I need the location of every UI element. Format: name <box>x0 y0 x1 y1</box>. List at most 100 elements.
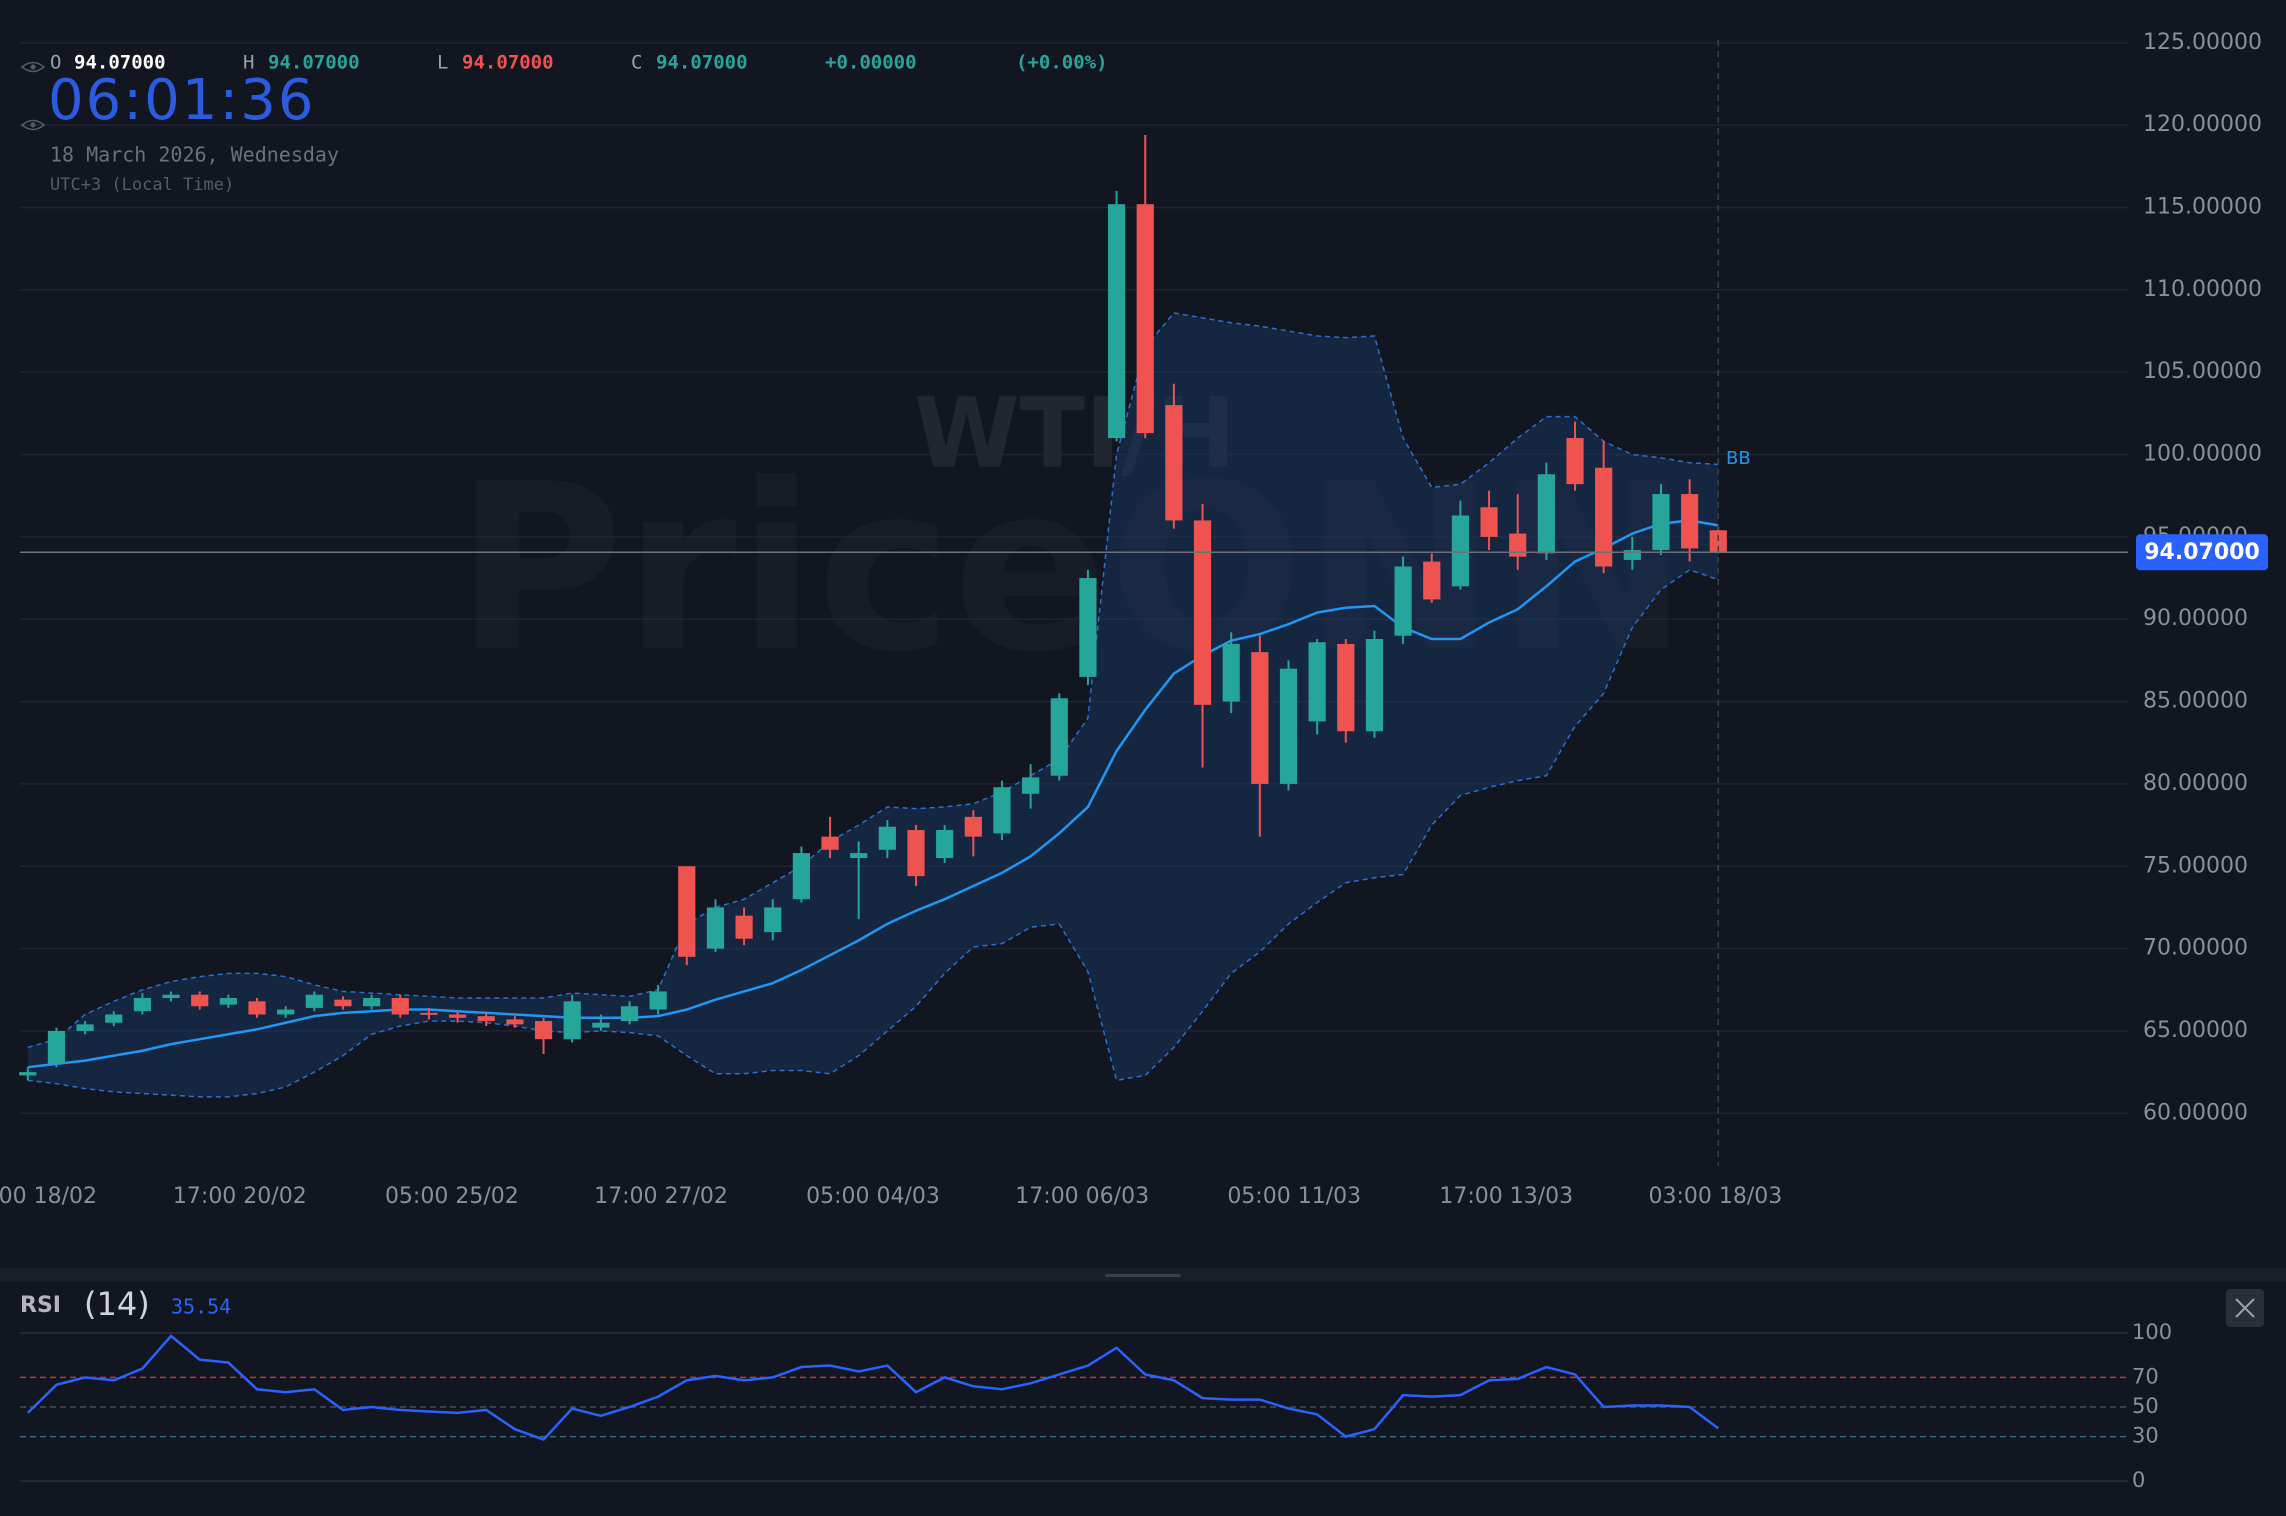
eye-icon <box>20 119 46 131</box>
ohlc-key: L <box>437 52 448 74</box>
candle-body <box>1079 578 1097 677</box>
candle-body <box>592 1022 610 1028</box>
candle-body <box>391 998 409 1015</box>
candle-body <box>792 853 810 900</box>
change-pct: (+0.00%) <box>1016 52 1108 74</box>
last-price-label: 94.07000 <box>2144 540 2260 565</box>
candle-body <box>764 907 782 933</box>
candle-body <box>964 816 982 837</box>
candle-body <box>678 866 696 957</box>
candle-body <box>1709 530 1727 553</box>
candle-body <box>821 836 839 850</box>
candle-body <box>534 1021 553 1040</box>
candle-body <box>620 1006 639 1022</box>
y-tick-label: 100.00000 <box>2143 442 2262 467</box>
change: +0.00000 <box>825 52 917 74</box>
y-tick-label: 65.00000 <box>2143 1018 2248 1043</box>
candle-body <box>1022 777 1040 794</box>
ohlc-value: 94.07000 <box>74 52 166 74</box>
x-tick-label: 05:00 25/02 <box>385 1184 519 1209</box>
ohlc-key: O <box>50 52 61 74</box>
candle-body <box>1222 643 1240 702</box>
candle-body <box>1537 474 1555 554</box>
candle-body <box>1193 520 1212 705</box>
candle-body <box>1566 438 1584 485</box>
x-tick-label: 03:00 18/03 <box>1649 1184 1783 1209</box>
y-tick-label: 85.00000 <box>2143 689 2248 714</box>
eye-icon <box>20 61 46 73</box>
candle-body <box>162 994 180 999</box>
candle-body <box>706 907 725 949</box>
y-tick-label: 120.00000 <box>2143 112 2262 137</box>
candle-body <box>420 1012 438 1015</box>
candle-body <box>1595 467 1613 567</box>
y-tick-label: 70.00000 <box>2143 936 2248 961</box>
candle-body <box>334 999 352 1007</box>
ohlc-key: C <box>631 52 642 74</box>
y-tick-label: 60.00000 <box>2143 1100 2248 1125</box>
candle-body <box>305 994 323 1008</box>
last-price-tag <box>2136 534 2268 571</box>
close-button[interactable] <box>2226 1289 2264 1327</box>
candle-body <box>1251 652 1269 784</box>
candle-body <box>219 998 237 1005</box>
candle-body <box>506 1019 524 1025</box>
eye-pupil <box>30 122 36 128</box>
candle-body <box>878 826 896 850</box>
band-line <box>27 312 1719 1049</box>
x-tick-label: 05:00 11/03 <box>1227 1184 1361 1209</box>
eye-pupil <box>30 64 36 70</box>
candle-body <box>248 1001 266 1015</box>
indicator-label: BB <box>1726 448 1751 469</box>
eye-icons <box>20 61 46 131</box>
candle-body <box>850 853 868 859</box>
candle-body <box>1509 533 1527 557</box>
x-tick-label: 17:00 06/03 <box>1015 1184 1149 1209</box>
candle-body <box>363 998 381 1007</box>
band-line <box>27 568 1719 1098</box>
main-pane: 125.00000 120.00000 115.00000 110.00000 105.… <box>0 30 2268 1209</box>
band-fill <box>27 312 1719 1097</box>
y-tick-label: 75.00000 <box>2143 853 2248 878</box>
rsi-tick-label: 0 <box>2132 1468 2145 1492</box>
candle-body <box>1480 507 1498 537</box>
x-tick-label: 05:00 04/03 <box>806 1184 940 1209</box>
x-tick-label: 17:00 13/03 <box>1439 1184 1573 1209</box>
candle-body <box>1623 550 1641 560</box>
y-tick-label: 125.00000 <box>2143 30 2262 55</box>
candle-body <box>76 1024 94 1031</box>
candle-body <box>191 994 209 1007</box>
close-icon[interactable] <box>2235 1298 2255 1318</box>
y-tick-label: 115.00000 <box>2143 195 2262 220</box>
ohlc-value: 94.07000 <box>656 52 748 74</box>
candle-body <box>1681 494 1699 549</box>
candle-body <box>563 1001 581 1040</box>
watermark-brand: PriceONN <box>455 436 1689 703</box>
rsi-tick-label: 50 <box>2132 1394 2159 1418</box>
candle-body <box>105 1014 123 1023</box>
candle-body <box>1423 561 1441 600</box>
date: 18 March 2026, Wednesday <box>50 143 339 167</box>
rsi-title: RSI <box>20 1293 61 1318</box>
header: O 94.07000 H 94.07000 L 94.07000 C 94.07000 +0.0… <box>48 52 1108 196</box>
rsi-pane: 0 30 50 70 100 RSI (14) 35.54 <box>20 1285 2172 1492</box>
rsi-current: 35.54 <box>171 1295 231 1319</box>
ohlc-key: H <box>243 52 254 74</box>
ohlc-value: 94.07000 <box>462 52 554 74</box>
candle-body <box>1165 405 1183 521</box>
rsi-tick-label: 100 <box>2132 1320 2172 1344</box>
timezone: UTC+3 (Local Time) <box>50 175 234 195</box>
separator-handle <box>1105 1274 1181 1277</box>
y-tick-label: 105.00000 <box>2143 359 2262 384</box>
band-basis <box>27 519 1719 1069</box>
ohlc-value: 94.07000 <box>268 52 360 74</box>
candle-body <box>133 998 151 1012</box>
candle-body <box>1365 638 1384 732</box>
candle-body <box>649 991 667 1010</box>
candle-body <box>1279 668 1298 784</box>
candle-body <box>277 1009 295 1015</box>
candle-body <box>993 787 1011 834</box>
candle-body <box>1394 566 1412 636</box>
